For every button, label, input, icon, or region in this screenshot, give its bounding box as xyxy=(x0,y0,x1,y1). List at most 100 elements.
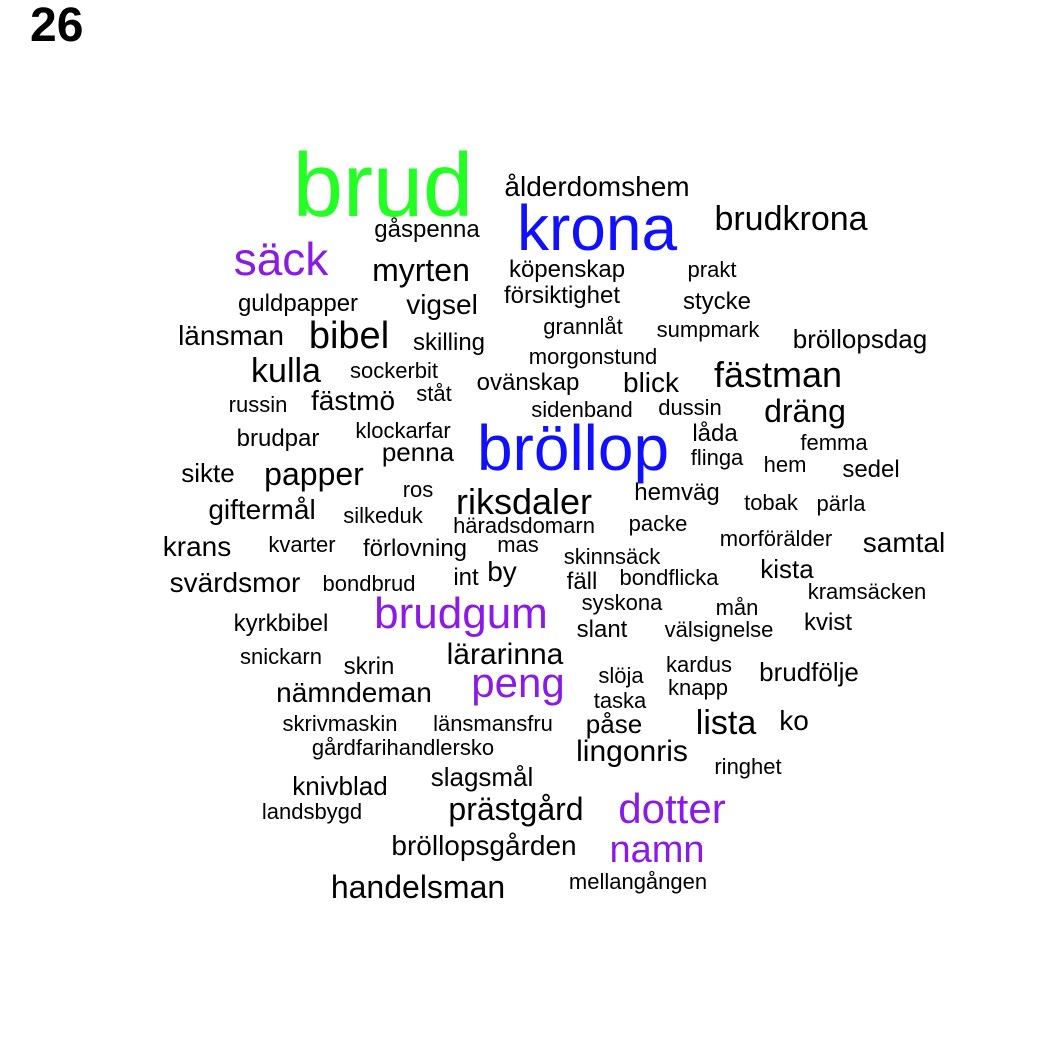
word-stycke: stycke xyxy=(682,288,752,315)
word-ovanskap: ovänskap xyxy=(476,369,580,396)
word-prastgard: prästgård xyxy=(448,791,584,827)
word-brudpar: brudpar xyxy=(236,425,320,452)
word-sedel: sedel xyxy=(842,456,900,483)
word-tobak: tobak xyxy=(744,490,798,515)
word-fastmo: fästmö xyxy=(310,385,396,416)
word-dotter: dotter xyxy=(618,785,726,832)
word-bibel: bibel xyxy=(308,315,390,357)
word-papper: papper xyxy=(264,456,364,492)
word-kulla: kulla xyxy=(251,352,321,390)
word-silkeduk: silkeduk xyxy=(343,503,423,528)
word-fall: fäll xyxy=(566,568,598,595)
word-skilling: skilling xyxy=(412,329,486,356)
word-kista: kista xyxy=(760,554,814,584)
word-hemvag: hemväg xyxy=(634,479,720,506)
page-number: 26 xyxy=(30,0,84,52)
word-snickarn: snickarn xyxy=(240,644,322,669)
word-sikte: sikte xyxy=(181,458,235,488)
word-kramsacken: kramsäcken xyxy=(807,579,927,604)
word-brudkrona: brudkrona xyxy=(714,200,868,238)
word-drang: dräng xyxy=(764,393,846,429)
word-knapp: knapp xyxy=(668,675,728,700)
word-gaspenna: gåspenna xyxy=(374,216,480,243)
word-femma: femma xyxy=(800,430,868,455)
word-brudgum: brudgum xyxy=(374,589,548,638)
word-gardfarihandlersko: gårdfarihandlersko xyxy=(311,735,495,760)
word-skrin: skrin xyxy=(343,653,395,680)
word-ko: ko xyxy=(779,705,809,736)
word-krona: krona xyxy=(516,192,678,264)
word-landsbygd: landsbygd xyxy=(261,799,363,824)
word-packe: packe xyxy=(628,511,688,536)
word-hem: hem xyxy=(763,452,807,477)
word-alderdomshem: ålderdomshem xyxy=(504,171,690,202)
word-bondbrud: bondbrud xyxy=(322,571,416,596)
word-haradsdomarn: häradsdomarn xyxy=(453,513,595,538)
word-parla: pärla xyxy=(816,491,866,516)
word-lararinna: lärarinna xyxy=(446,638,564,671)
word-penna: penna xyxy=(381,437,455,467)
word-taska: taska xyxy=(593,688,647,713)
word-brud: brud xyxy=(292,136,474,236)
word-pase: påse xyxy=(585,709,643,739)
word-lansmansfru: länsmansfru xyxy=(433,711,553,736)
word-svardsmor: svärdsmor xyxy=(169,567,301,598)
word-fastman: fästman xyxy=(713,354,843,395)
word-lansman: länsman xyxy=(178,320,284,351)
word-brollopsdag: bröllopsdag xyxy=(792,324,928,354)
word-klockarfar: klockarfar xyxy=(355,418,451,443)
word-man: mån xyxy=(715,595,759,620)
word-kyrkbibel: kyrkbibel xyxy=(233,610,329,637)
word-mas: mas xyxy=(497,532,539,557)
word-handelsman: handelsman xyxy=(330,869,506,905)
word-sloja: slöja xyxy=(598,663,644,688)
word-by: by xyxy=(487,556,517,587)
word-slagsmal: slagsmål xyxy=(430,762,534,792)
word-namndeman: nämndeman xyxy=(276,677,432,708)
word-morforalder: morförälder xyxy=(719,526,833,551)
word-kvist: kvist xyxy=(804,609,852,636)
word-lista: lista xyxy=(695,704,757,742)
word-guldpapper: guldpapper xyxy=(237,290,359,317)
word-brudfolje: brudfölje xyxy=(759,657,859,687)
word-brollop: bröllop xyxy=(476,412,670,484)
word-blick: blick xyxy=(622,367,680,398)
word-int: int xyxy=(453,564,479,591)
word-slant: slant xyxy=(576,616,628,643)
word-sack: säck xyxy=(233,233,329,285)
word-valsignelse: välsignelse xyxy=(664,617,774,642)
word-kvarter: kvarter xyxy=(268,532,336,557)
word-skrivmaskin: skrivmaskin xyxy=(282,711,398,736)
word-kopenskap: köpenskap xyxy=(508,256,626,283)
word-bondflicka: bondflicka xyxy=(619,565,719,590)
word-lada: låda xyxy=(692,420,738,447)
word-syskona: syskona xyxy=(581,590,663,615)
word-russin: russin xyxy=(228,392,288,417)
word-peng: peng xyxy=(471,659,565,706)
word-lingonris: lingonris xyxy=(576,735,688,768)
word-riksdaler: riksdaler xyxy=(455,481,593,522)
word-skinnsack: skinnsäck xyxy=(563,544,661,569)
word-flinga: flinga xyxy=(690,445,744,470)
word-sockerbit: sockerbit xyxy=(349,358,439,383)
word-dussin: dussin xyxy=(658,395,722,420)
word-krans: krans xyxy=(162,531,232,562)
word-brollopsgarden: bröllopsgården xyxy=(391,830,577,861)
word-forsiktighet: försiktighet xyxy=(503,282,621,309)
word-prakt: prakt xyxy=(687,257,737,282)
word-mellangangen: mellangången xyxy=(568,869,708,894)
word-stat: ståt xyxy=(416,381,452,406)
word-forlovning: förlovning xyxy=(362,535,468,562)
word-samtal: samtal xyxy=(862,527,946,558)
word-vigsel: vigsel xyxy=(406,289,478,320)
word-grannlat: grannlåt xyxy=(543,314,623,339)
word-myrten: myrten xyxy=(372,252,470,288)
word-knivblad: knivblad xyxy=(292,771,388,801)
word-ringhet: ringhet xyxy=(714,754,782,779)
word-ros: ros xyxy=(402,477,434,502)
word-kardus: kardus xyxy=(665,652,733,677)
word-giftermal: giftermål xyxy=(208,494,316,525)
word-sumpmark: sumpmark xyxy=(656,317,760,342)
word-namn: namn xyxy=(609,829,705,871)
